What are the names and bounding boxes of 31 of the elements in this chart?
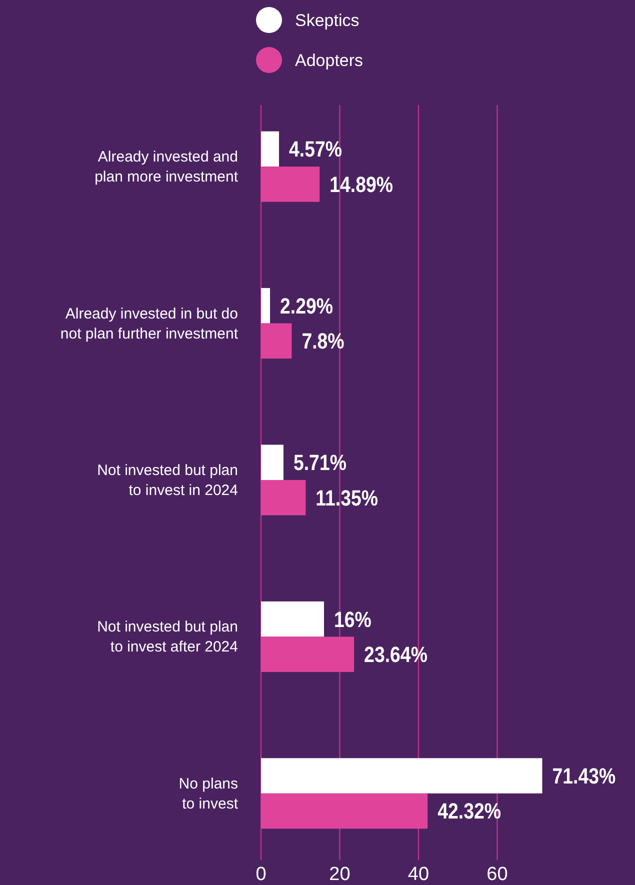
data-label: 2.29% <box>280 295 334 319</box>
legend-label: Skeptics <box>295 10 360 30</box>
legend-label: Adopters <box>295 50 364 70</box>
x-tick-label: 40 <box>408 864 430 885</box>
y-tick-label: Already invested in but do not plan further investment <box>60 305 239 342</box>
bar <box>261 601 324 637</box>
x-tick-label: 20 <box>329 864 350 885</box>
y-tick-label: Not invested but plan to invest after 2024 <box>97 618 238 656</box>
bar <box>261 793 428 829</box>
data-label: 7.8% <box>302 330 344 354</box>
bar <box>261 758 542 794</box>
data-label: 71.43% <box>552 765 616 789</box>
data-label: 11.35% <box>316 487 378 511</box>
bar <box>261 323 292 359</box>
bar <box>261 636 354 672</box>
bar <box>261 166 320 202</box>
data-label: 5.71% <box>293 452 346 476</box>
bar <box>261 131 279 167</box>
y-tick-label: No plans to invest <box>178 775 239 812</box>
data-label: 4.57% <box>288 138 342 162</box>
bar <box>261 444 284 480</box>
data-label: 42.32% <box>438 800 502 824</box>
x-tick-label: 60 <box>486 864 508 885</box>
bar <box>261 288 270 324</box>
data-label: 14.89% <box>330 174 394 198</box>
y-tick-label: Not invested but plan to invest in 2024 <box>97 462 238 499</box>
x-tick-label: 0 <box>256 864 266 885</box>
bar <box>261 480 306 516</box>
data-label: 23.64% <box>364 644 428 668</box>
data-label: 16% <box>334 608 372 632</box>
y-tick-label: Already invested and plan more investment <box>94 148 239 186</box>
